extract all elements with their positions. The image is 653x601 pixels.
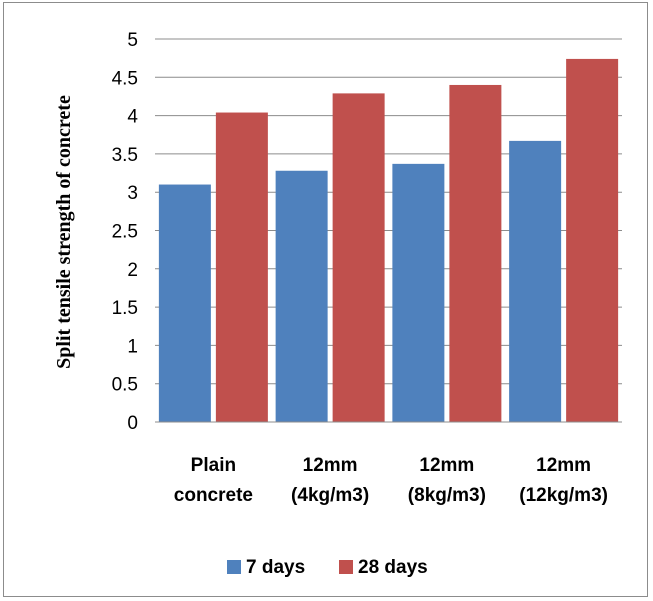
x-axis-categories: Plain concrete 12mm (4kg/m3) 12mm (8kg/m3) 12m… [174,455,608,506]
bars [158,58,619,423]
bar-7-days-0 [158,184,211,422]
bar-28-days-3 [566,58,619,422]
x-category-label: concrete [174,485,253,506]
x-category-label: (8kg/m3) [408,485,486,506]
y-tick-label: 1.5 [112,298,138,319]
x-category-label: (12kg/m3) [519,485,608,506]
bar-7-days-1 [275,170,328,422]
x-category-label: 12mm [303,455,358,476]
x-category-label: 12mm [419,455,474,476]
y-tick-label: 0 [127,413,138,434]
x-category-label: Plain [191,455,236,476]
bar-28-days-0 [215,112,268,422]
legend-label: 7 days [246,557,305,578]
y-tick-label: 2.5 [112,222,138,243]
legend-swatch [227,560,241,574]
y-tick-label: 2 [127,260,138,281]
y-axis-label: Split tensile strength of concrete [53,95,75,369]
x-category-label: 12mm [536,455,591,476]
bar-7-days-2 [392,163,445,422]
legend: 7 days 28 days [227,557,428,578]
bar-7-days-3 [509,140,562,423]
y-tick-label: 0.5 [112,375,138,396]
legend-label: 28 days [358,557,428,578]
y-axis-ticks: 0 0.5 1 1.5 2 2.5 3 3.5 4 4.5 5 [112,30,139,434]
y-tick-label: 3.5 [112,145,138,166]
y-tick-label: 4 [127,107,138,128]
legend-swatch [339,560,353,574]
y-tick-label: 4.5 [112,68,138,89]
bar-28-days-2 [449,84,502,423]
y-tick-label: 1 [127,336,138,357]
bar-28-days-1 [332,93,385,423]
x-category-label: (4kg/m3) [291,485,369,506]
y-tick-label: 3 [127,183,138,204]
y-tick-label: 5 [127,30,138,51]
